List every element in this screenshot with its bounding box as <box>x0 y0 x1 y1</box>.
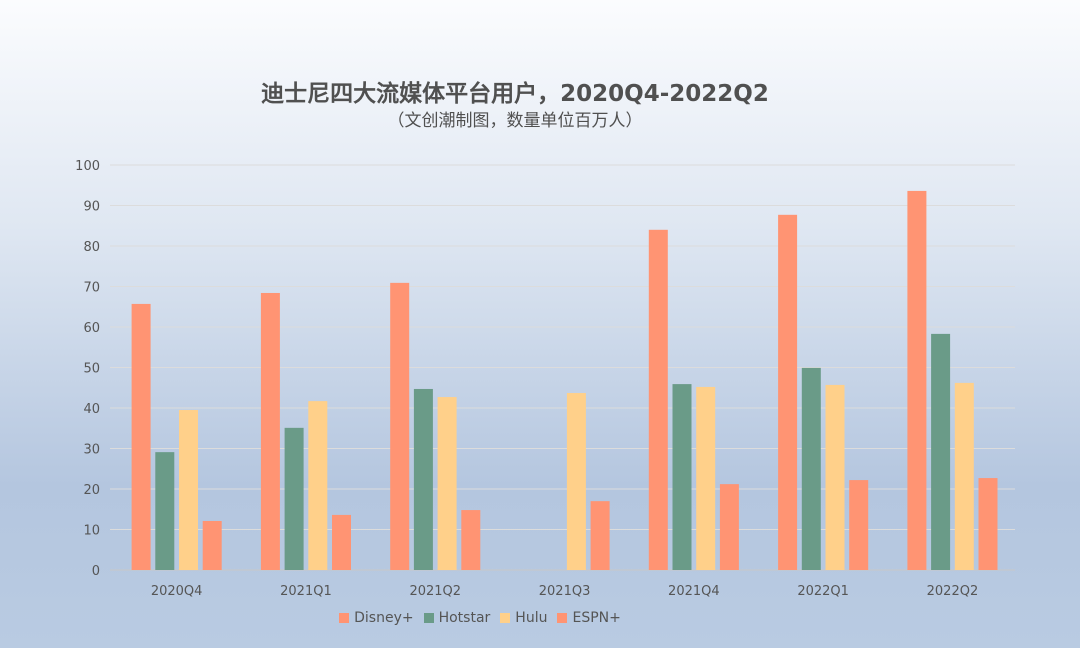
x-tick-label: 2021Q4 <box>668 584 720 599</box>
bar-hotstar-2021Q1 <box>284 427 304 570</box>
x-tick-label: 2021Q3 <box>539 584 591 599</box>
y-tick-label: 100 <box>75 159 100 174</box>
bar-hotstar-2022Q1 <box>801 367 821 570</box>
chart-subtitle: （文创潮制图，数量单位百万人） <box>387 111 643 131</box>
y-tick-label: 70 <box>83 281 100 296</box>
bar-hulu-2022Q2 <box>954 382 974 570</box>
legend-item: Disney+ <box>339 610 414 626</box>
bar-hotstar-2021Q4 <box>672 384 692 570</box>
x-tick-label: 2021Q1 <box>280 584 332 599</box>
y-tick-label: 10 <box>83 524 100 539</box>
x-tick-label: 2022Q2 <box>927 584 979 599</box>
y-tick-label: 50 <box>83 362 100 377</box>
legend-item: Hulu <box>500 610 547 626</box>
legend: Disney+ Hotstar Hulu ESPN+ <box>0 610 960 626</box>
y-tick-label: 60 <box>83 321 100 336</box>
legend-label: ESPN+ <box>572 610 621 626</box>
bar-espn-plus-2022Q2 <box>978 478 998 570</box>
bar-disney-plus-2022Q1 <box>778 214 798 570</box>
y-tick-label: 30 <box>83 443 100 458</box>
x-tick-label: 2020Q4 <box>151 584 203 599</box>
bar-disney-plus-2021Q1 <box>260 292 280 570</box>
y-tick-label: 90 <box>83 200 100 215</box>
bar-hulu-2021Q3 <box>566 393 586 570</box>
chart-title: 迪士尼四大流媒体平台用户，2020Q4-2022Q2 <box>261 81 769 107</box>
bar-hotstar-2022Q2 <box>931 333 951 570</box>
bar-disney-plus-2021Q4 <box>648 229 668 571</box>
legend-label: Hotstar <box>438 610 491 626</box>
bar-hotstar-2021Q2 <box>413 388 433 570</box>
bar-hulu-2020Q4 <box>179 410 198 570</box>
bar-hulu-2021Q4 <box>696 386 716 570</box>
legend-label: Hulu <box>515 610 548 626</box>
bar-hulu-2022Q1 <box>825 384 845 570</box>
bar-espn-plus-2022Q1 <box>849 480 869 570</box>
x-tick-label: 2022Q1 <box>797 584 849 599</box>
bar-disney-plus-2021Q2 <box>390 282 410 570</box>
legend-item: ESPN+ <box>557 610 621 626</box>
bar-espn-plus-2021Q2 <box>461 510 481 570</box>
legend-swatch <box>500 613 511 623</box>
x-tick-label: 2021Q2 <box>409 584 461 599</box>
y-tick-label: 40 <box>83 402 100 417</box>
bar-hulu-2021Q1 <box>308 401 328 570</box>
y-tick-label: 80 <box>83 240 100 255</box>
bar-disney-plus-2020Q4 <box>131 303 151 570</box>
bar-hotstar-2020Q4 <box>155 452 175 570</box>
y-tick-label: 0 <box>92 564 100 579</box>
legend-swatch <box>339 613 350 623</box>
legend-swatch <box>557 613 568 623</box>
bar-espn-plus-2020Q4 <box>202 520 222 570</box>
bar-disney-plus-2022Q2 <box>907 190 927 571</box>
bar-espn-plus-2021Q1 <box>332 514 351 570</box>
legend-item: Hotstar <box>423 610 491 626</box>
legend-label: Disney+ <box>354 610 414 626</box>
y-tick-label: 20 <box>83 483 100 498</box>
bar-espn-plus-2021Q4 <box>719 484 739 570</box>
legend-swatch <box>423 613 434 623</box>
bar-espn-plus-2021Q3 <box>590 501 610 570</box>
bar-hulu-2021Q2 <box>437 397 457 570</box>
